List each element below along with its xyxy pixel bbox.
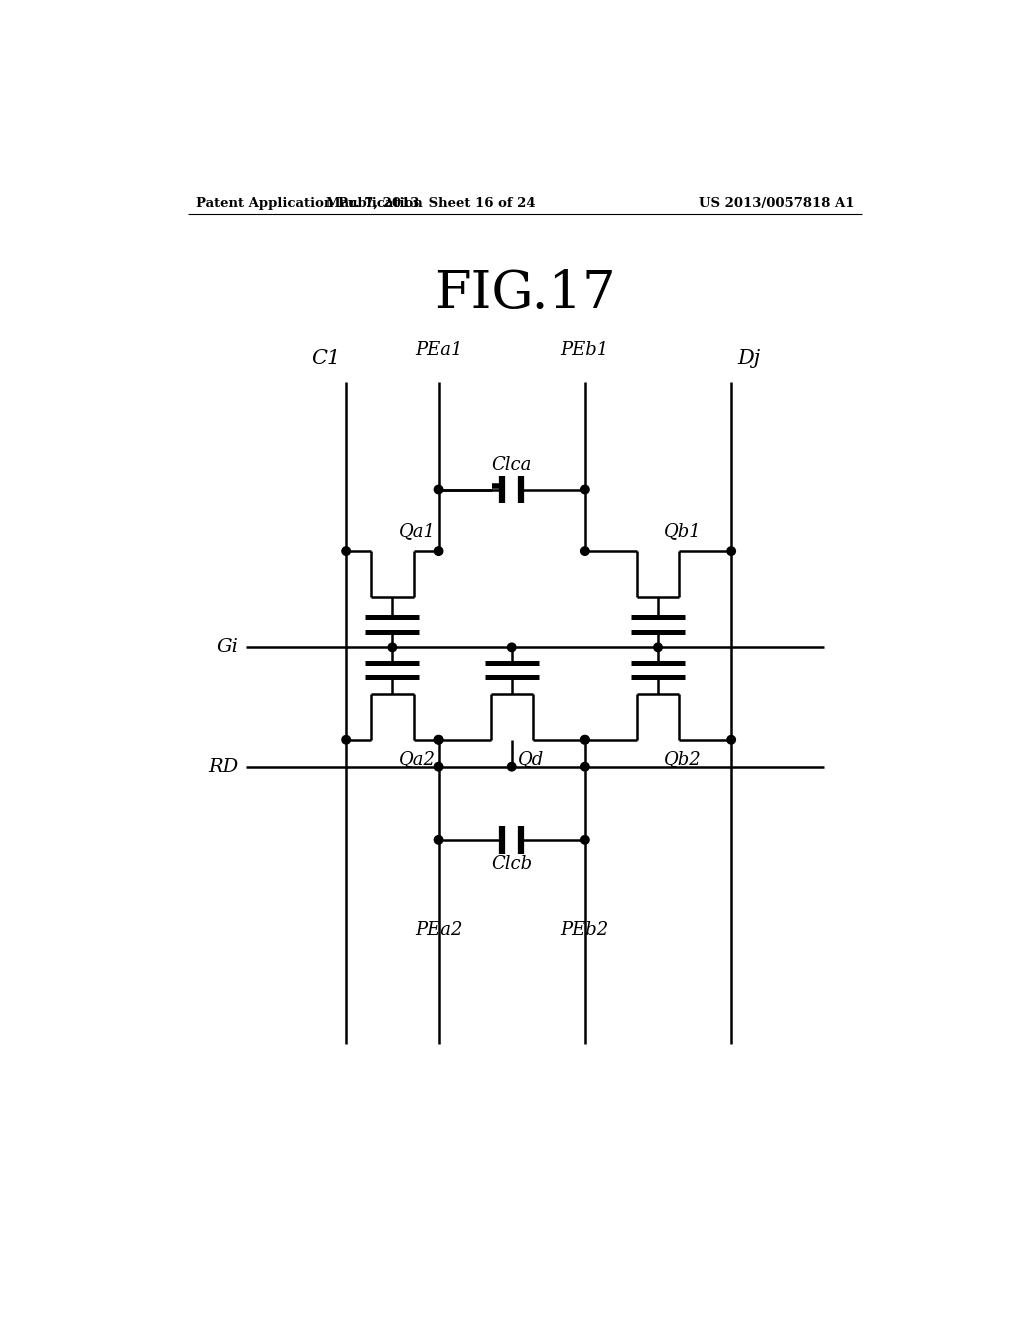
Text: Qb2: Qb2: [665, 751, 701, 768]
Circle shape: [653, 643, 663, 652]
Circle shape: [434, 486, 442, 494]
Circle shape: [434, 735, 442, 744]
Text: Qa1: Qa1: [398, 523, 435, 540]
Circle shape: [581, 735, 589, 744]
Circle shape: [581, 486, 589, 494]
Text: PEb2: PEb2: [561, 921, 609, 939]
Circle shape: [508, 763, 516, 771]
Text: FIG.17: FIG.17: [434, 268, 615, 318]
Text: Qd: Qd: [518, 751, 544, 768]
Text: Patent Application Publication: Patent Application Publication: [196, 197, 423, 210]
Text: Qb1: Qb1: [665, 523, 701, 540]
Text: Qa2: Qa2: [398, 751, 435, 768]
Text: Mar. 7, 2013  Sheet 16 of 24: Mar. 7, 2013 Sheet 16 of 24: [326, 197, 536, 210]
Text: RD: RD: [208, 758, 239, 776]
Text: Dj: Dj: [737, 348, 761, 368]
Circle shape: [727, 735, 735, 744]
Circle shape: [342, 735, 350, 744]
Text: Clcb: Clcb: [492, 855, 532, 874]
Circle shape: [342, 546, 350, 556]
Circle shape: [581, 735, 589, 744]
Circle shape: [727, 546, 735, 556]
Circle shape: [434, 763, 442, 771]
Circle shape: [508, 643, 516, 652]
Circle shape: [581, 763, 589, 771]
Text: Gi: Gi: [216, 639, 239, 656]
Circle shape: [581, 546, 589, 556]
Circle shape: [388, 643, 396, 652]
Text: US 2013/0057818 A1: US 2013/0057818 A1: [698, 197, 854, 210]
Circle shape: [434, 546, 442, 556]
Text: Clca: Clca: [492, 455, 531, 474]
Circle shape: [581, 836, 589, 843]
Text: PEa1: PEa1: [415, 341, 462, 359]
Text: C1: C1: [310, 348, 340, 368]
Circle shape: [434, 836, 442, 843]
Text: PEb1: PEb1: [561, 341, 609, 359]
Circle shape: [434, 735, 442, 744]
Text: PEa2: PEa2: [415, 921, 462, 939]
